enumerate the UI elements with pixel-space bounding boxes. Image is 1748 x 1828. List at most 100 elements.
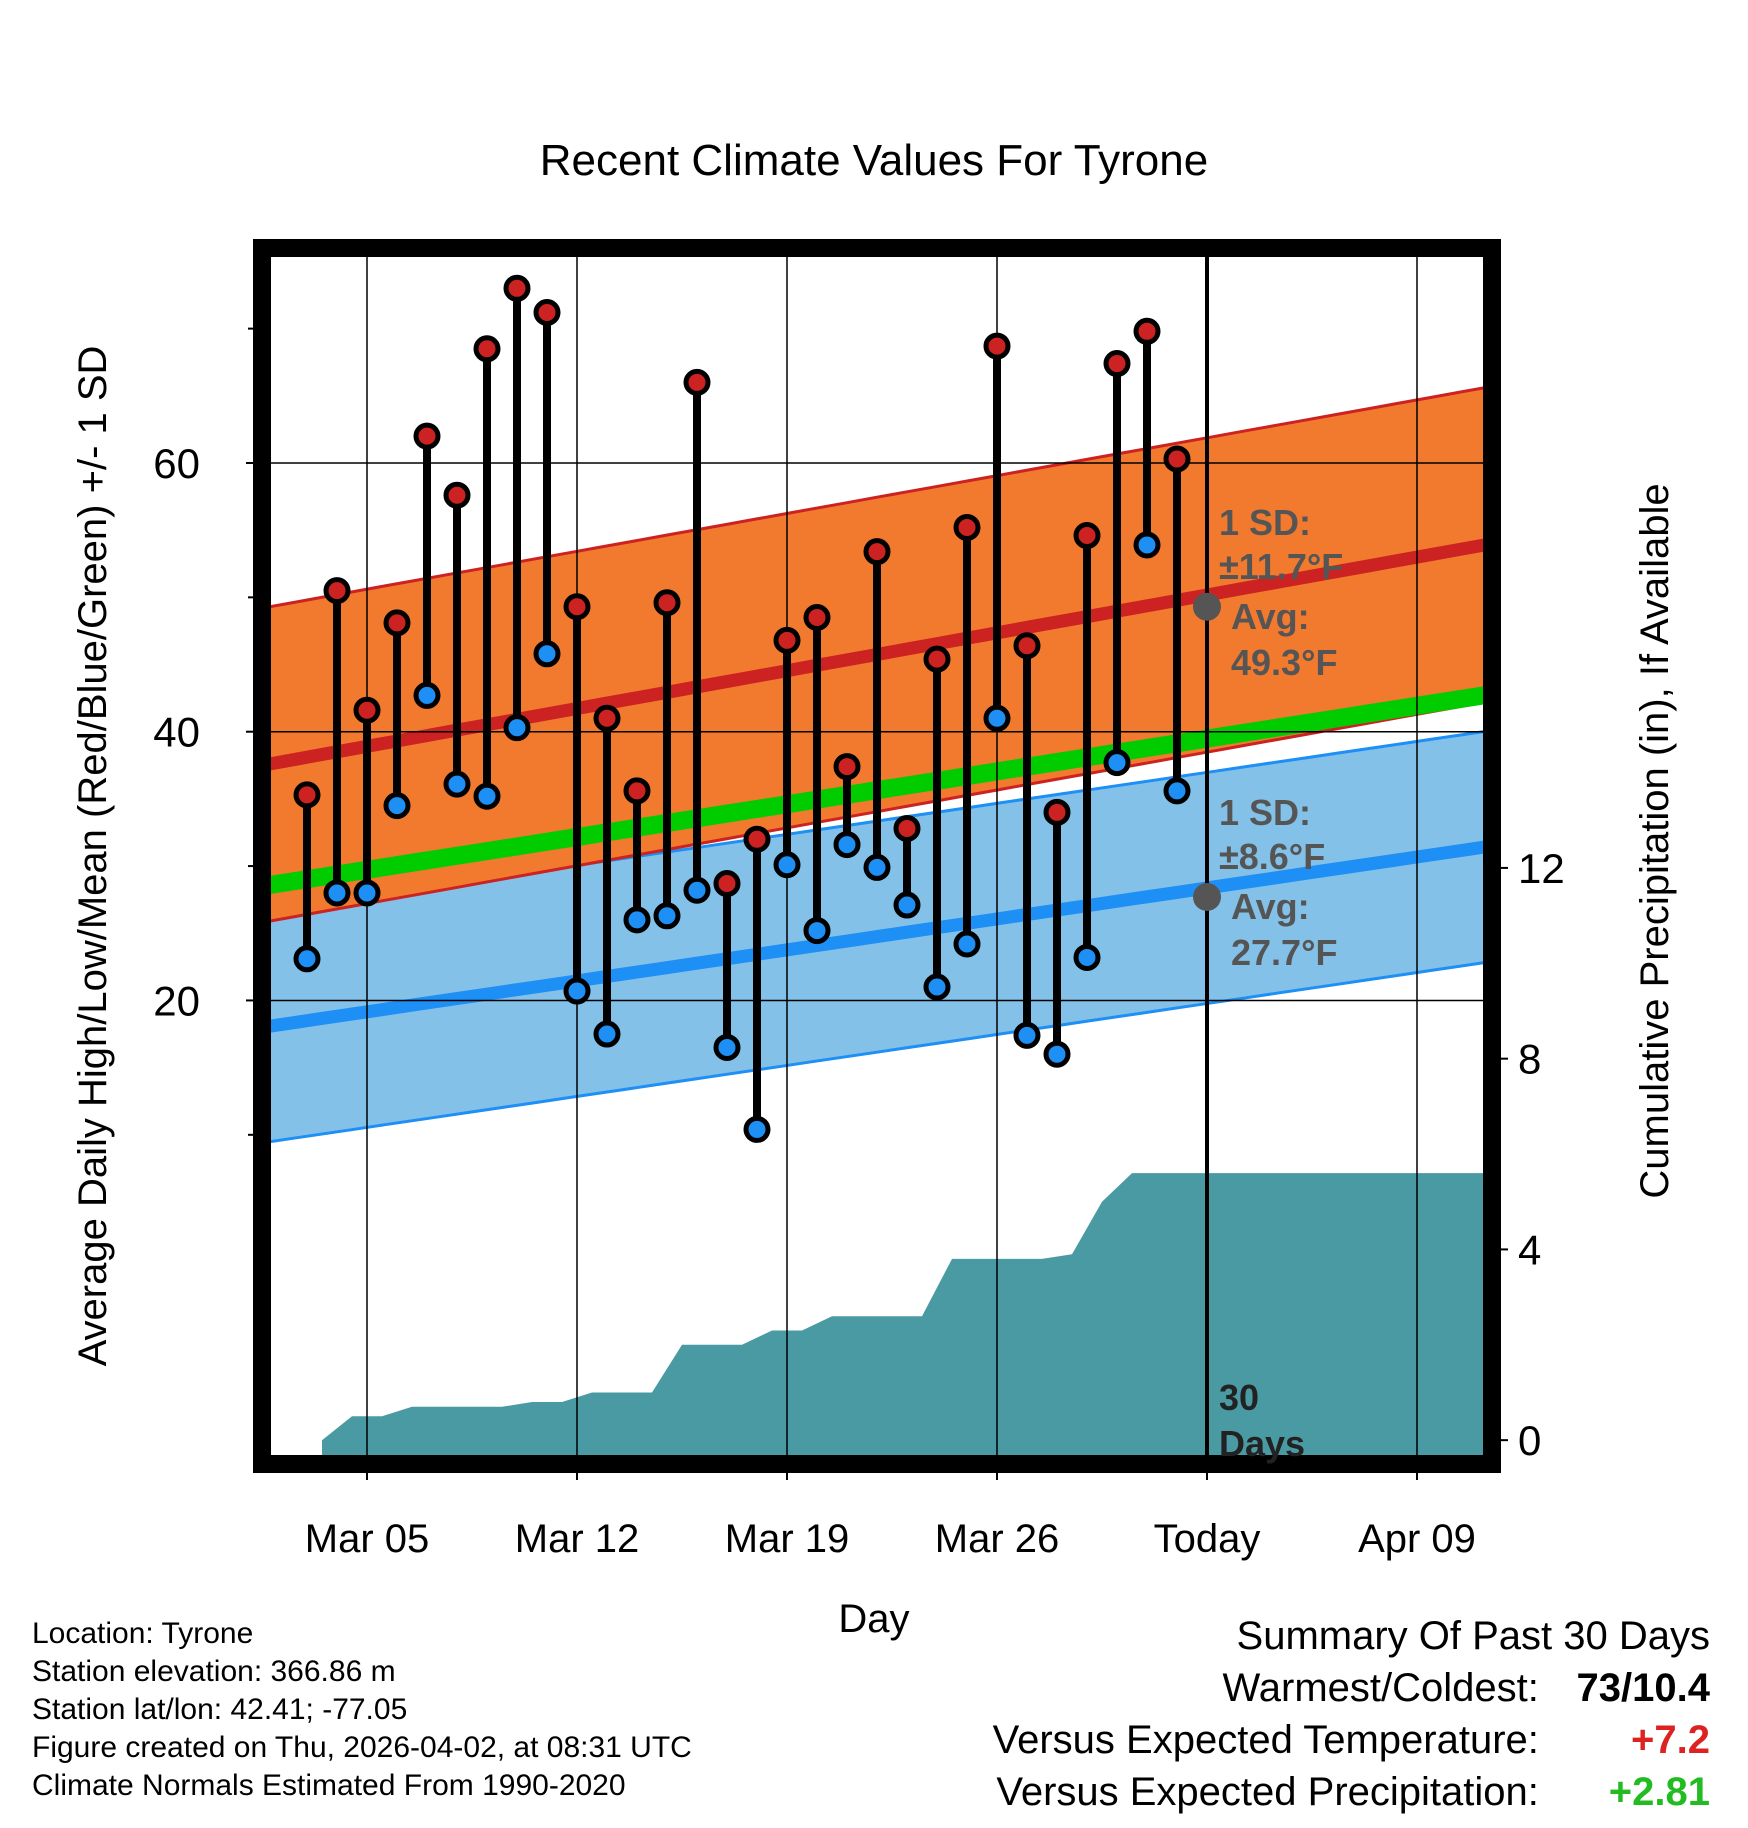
daily-low-point: [773, 851, 801, 879]
low-avg-label: Avg:: [1231, 886, 1310, 927]
daily-low-point: [293, 945, 321, 973]
y2-tick-label: 12: [1518, 845, 1565, 892]
daily-low-point: [383, 792, 411, 820]
daily-high-point: [533, 298, 561, 326]
daily-low-point: [593, 1020, 621, 1048]
daily-high-point: [1103, 350, 1131, 378]
y-tick-label: 60: [153, 440, 200, 487]
low-sd-label: 1 SD:: [1219, 792, 1311, 833]
daily-high-point: [1133, 317, 1161, 345]
station-elevation: Station elevation: 366.86 m: [32, 1655, 396, 1688]
daily-low-point: [923, 973, 951, 1001]
temp-value: +7.2: [1631, 1718, 1710, 1762]
daily-low-point: [1103, 749, 1131, 777]
high-sd-value: ±11.7°F: [1219, 546, 1343, 587]
daily-low-point: [503, 714, 531, 742]
x-tick-label: Mar 12: [515, 1517, 640, 1561]
daily-points: [293, 274, 1221, 1143]
daily-high-point: [1043, 798, 1071, 826]
daily-low-point: [983, 704, 1011, 732]
axes: 20 40 60 0 4 8 12 Mar 05 Mar 12 Mar 19 Mar 26 Today…: [71, 327, 1677, 1641]
low-sd-value: ±8.6°F: [1219, 836, 1325, 877]
daily-high-point: [413, 422, 441, 450]
daily-low-point: [443, 770, 471, 798]
daily-high-point: [473, 335, 501, 363]
station-latlon: Station lat/lon: 42.41; -77.05: [32, 1693, 408, 1726]
daily-high-point: [683, 368, 711, 396]
daily-low-point: [1073, 943, 1101, 971]
daily-low-point: [563, 977, 591, 1005]
summary-warm-cold: Warmest/Coldest: 73/10.4: [1223, 1666, 1711, 1711]
precip-value: +2.81: [1608, 1770, 1710, 1814]
daily-low-point: [743, 1115, 771, 1143]
y-tick-label: 40: [153, 709, 200, 756]
high-sd-label: 1 SD:: [1219, 502, 1311, 543]
daily-low-point: [683, 876, 711, 904]
daily-high-point: [623, 777, 651, 805]
daily-high-point: [593, 704, 621, 732]
daily-high-point: [983, 332, 1011, 360]
y-axis-title: Average Daily High/Low/Mean (Red/Blue/Gr…: [71, 346, 115, 1367]
precip-area: [322, 1173, 1492, 1464]
daily-low-point: [323, 879, 351, 907]
x-axis-title: Day: [838, 1597, 909, 1641]
daily-high-point: [323, 577, 351, 605]
daily-high-point: [353, 696, 381, 724]
low-normal-line: [262, 839, 1492, 1034]
x-tick-label: Mar 26: [935, 1517, 1060, 1561]
daily-low-point: [893, 891, 921, 919]
daily-high-point: [773, 626, 801, 654]
daily-low-point: [413, 681, 441, 709]
daily-high-point: [383, 609, 411, 637]
daily-high-point: [893, 814, 921, 842]
x-tick-label: Mar 19: [725, 1517, 850, 1561]
daily-high-point: [503, 274, 531, 302]
daily-high-point: [1163, 445, 1191, 473]
daily-low-point: [653, 902, 681, 930]
y2-tick-label: 4: [1518, 1226, 1541, 1273]
summary-temp: Versus Expected Temperature: +7.2: [993, 1718, 1710, 1763]
daily-low-point: [953, 930, 981, 958]
daily-high-point: [743, 825, 771, 853]
y-tick-label: 20: [153, 977, 200, 1024]
daily-low-point: [473, 782, 501, 810]
daily-high-point: [1013, 632, 1041, 660]
y2-tick-label: 0: [1518, 1417, 1541, 1464]
low-avg-value: 27.7°F: [1231, 932, 1337, 973]
daily-low-point: [833, 831, 861, 859]
daily-high-point: [833, 753, 861, 781]
daily-low-point: [863, 853, 891, 881]
daily-high-point: [713, 870, 741, 898]
summary-title-text: Summary Of Past 30 Days: [1236, 1614, 1710, 1658]
high-avg-marker: [1193, 592, 1221, 621]
high-avg-value: 49.3°F: [1231, 642, 1337, 683]
station-info: Location: Tyrone Station elevation: 366.…: [32, 1615, 692, 1805]
temp-label: Versus Expected Temperature:: [992, 1718, 1539, 1762]
warm-cold-value: 73/10.4: [1576, 1666, 1710, 1710]
daily-high-point: [653, 589, 681, 617]
daily-high-point: [923, 645, 951, 673]
daily-low-point: [1133, 531, 1161, 559]
daily-high-point: [803, 604, 831, 632]
daily-low-point: [623, 906, 651, 934]
daily-high-point: [293, 781, 321, 809]
daily-low-point: [533, 640, 561, 668]
chart-title: Recent Climate Values For Tyrone: [540, 136, 1208, 185]
x-tick-label: Apr 09: [1358, 1517, 1476, 1561]
daily-low-point: [353, 879, 381, 907]
y2-tick-label: 8: [1518, 1036, 1541, 1083]
daily-high-point: [953, 513, 981, 541]
daily-low-point: [1013, 1021, 1041, 1049]
low-avg-marker: [1193, 882, 1221, 911]
high-avg-label: Avg:: [1231, 596, 1310, 637]
daily-high-point: [1073, 522, 1101, 550]
today-days-label: Days: [1219, 1423, 1305, 1464]
precip-label: Versus Expected Precipitation:: [996, 1770, 1539, 1814]
daily-high-point: [443, 481, 471, 509]
daily-low-point: [1163, 777, 1191, 805]
plot-frame: [253, 239, 1501, 1473]
y2-axis-title: Cumulative Precipitation (in), If Availa…: [1633, 483, 1677, 1198]
climate-normals-note: Climate Normals Estimated From 1990-2020: [32, 1769, 626, 1802]
